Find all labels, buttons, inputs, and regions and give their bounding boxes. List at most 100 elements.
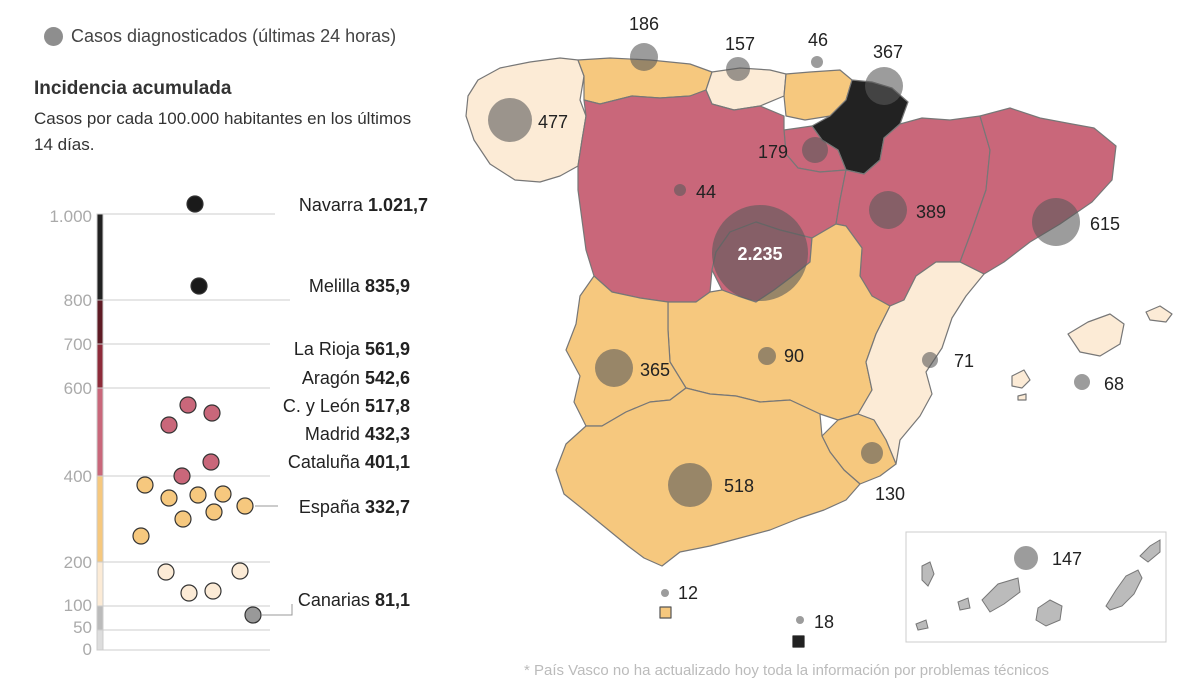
- region-dot: [132, 527, 150, 545]
- island-gran-canaria: [1035, 599, 1063, 627]
- region-dot: [205, 503, 223, 521]
- tick-label: 1.000: [49, 207, 92, 226]
- incidence-scale: 1.000 800 700 600 400 200 100 50 0: [49, 195, 428, 659]
- bubble-cataluna: [1032, 198, 1080, 246]
- tick-label: 600: [64, 379, 92, 398]
- bubble-baleares: [1074, 374, 1090, 390]
- bubble-madrid: [712, 205, 808, 301]
- region-dot: [179, 396, 197, 414]
- value-navarra: 367: [873, 42, 903, 62]
- footnote: * País Vasco no ha actualizado hoy toda …: [524, 662, 1050, 679]
- region-dot-melilla: [190, 277, 208, 295]
- value-andalucia: 518: [724, 476, 754, 496]
- scale-band: [96, 213, 104, 301]
- region-dot: [189, 486, 207, 504]
- bubble-legend-icon: [44, 27, 63, 46]
- value-murcia: 130: [875, 484, 905, 504]
- chart-title: Incidencia acumulada: [34, 78, 232, 99]
- label-la-rioja: La Rioja 561,9: [294, 339, 410, 359]
- scale-band: [96, 561, 104, 607]
- region-dot-navarra: [186, 195, 204, 213]
- bubble-labels: 477 186 157 46 367 179 44 389 615 2.235 …: [538, 14, 1124, 632]
- label-madrid: Madrid 432,3: [305, 424, 410, 444]
- leader-line: [262, 604, 293, 616]
- scale-band: [96, 475, 104, 563]
- value-la-rioja: 179: [758, 142, 788, 162]
- region-ceuta: [659, 606, 672, 619]
- tick-label: 800: [64, 291, 92, 310]
- case-bubbles: [488, 43, 1090, 624]
- island-fuerteventura: [1105, 569, 1143, 611]
- region-dot: [236, 497, 254, 515]
- bubble-navarra: [865, 67, 903, 105]
- region-dot: [173, 467, 191, 485]
- tick-label: 100: [64, 596, 92, 615]
- bubble-extremadura: [595, 349, 633, 387]
- region-dot: [214, 485, 232, 503]
- island-la-gomera: [957, 597, 971, 611]
- bubble-asturias: [630, 43, 658, 71]
- tick-label: 0: [83, 640, 92, 659]
- canarias-inset: [905, 531, 1167, 643]
- island-hierro: [915, 619, 929, 631]
- scale-band: [96, 343, 104, 389]
- region-dot-canarias: [244, 606, 262, 624]
- value-c-valenciana: 71: [954, 351, 974, 371]
- bubble-ceuta: [661, 589, 669, 597]
- value-galicia: 477: [538, 112, 568, 132]
- tick-label: 700: [64, 335, 92, 354]
- bubble-cantabria: [726, 57, 750, 81]
- label-melilla: Melilla 835,9: [309, 276, 410, 296]
- scale-band: [96, 387, 104, 477]
- bubble-legend: Casos diagnosticados (últimas 24 horas): [44, 26, 396, 47]
- scale-band: [96, 629, 104, 651]
- value-cantabria: 157: [725, 34, 755, 54]
- island-lanzarote: [1139, 539, 1161, 563]
- bubble-c-valenciana: [922, 352, 938, 368]
- region-dot: [174, 510, 192, 528]
- region-dot: [231, 562, 249, 580]
- bubble-pais-vasco: [811, 56, 823, 68]
- tick-label: 400: [64, 467, 92, 486]
- chart-subtitle: Casos por cada 100.000 habitantes en los…: [34, 109, 412, 154]
- region-baleares-mallorca: [1067, 313, 1125, 357]
- value-castilla-la-mancha: 90: [784, 346, 804, 366]
- bubble-canarias: [1014, 546, 1038, 570]
- value-aragon: 389: [916, 202, 946, 222]
- label-castilla-leon: C. y León 517,8: [283, 396, 410, 416]
- value-pais-vasco: 46: [808, 30, 828, 50]
- label-espana: España 332,7: [299, 497, 410, 517]
- label-navarra: Navarra 1.021,7: [299, 195, 428, 215]
- tick-label: 200: [64, 553, 92, 572]
- region-dot: [160, 416, 178, 434]
- region-baleares-ibiza: [1011, 369, 1031, 389]
- region-dot: [204, 582, 222, 600]
- label-cataluna: Cataluña 401,1: [288, 452, 410, 472]
- scale-band: [96, 605, 104, 631]
- region-baleares-menorca: [1145, 305, 1173, 323]
- value-madrid: 2.235: [737, 244, 782, 264]
- region-melilla: [792, 635, 805, 648]
- region-dot: [157, 563, 175, 581]
- label-aragon: Aragón 542,6: [302, 368, 410, 388]
- scale-band: [96, 299, 104, 345]
- value-extremadura: 365: [640, 360, 670, 380]
- region-dot: [160, 489, 178, 507]
- value-melilla: 18: [814, 612, 834, 632]
- bubble-castilla-leon: [674, 184, 686, 196]
- region-dot: [136, 476, 154, 494]
- region-dot: [203, 404, 221, 422]
- value-ceuta: 12: [678, 583, 698, 603]
- bubble-legend-label: Casos diagnosticados (últimas 24 horas): [71, 26, 397, 46]
- region-dot: [180, 584, 198, 602]
- bubble-melilla: [796, 616, 804, 624]
- value-canarias: 147: [1052, 549, 1082, 569]
- region-dot: [202, 453, 220, 471]
- value-cataluna: 615: [1090, 214, 1120, 234]
- value-castilla-leon: 44: [696, 182, 716, 202]
- bubble-castilla-la-mancha: [758, 347, 776, 365]
- tick-label: 50: [73, 618, 92, 637]
- bubble-galicia: [488, 98, 532, 142]
- island-la-palma: [921, 561, 935, 587]
